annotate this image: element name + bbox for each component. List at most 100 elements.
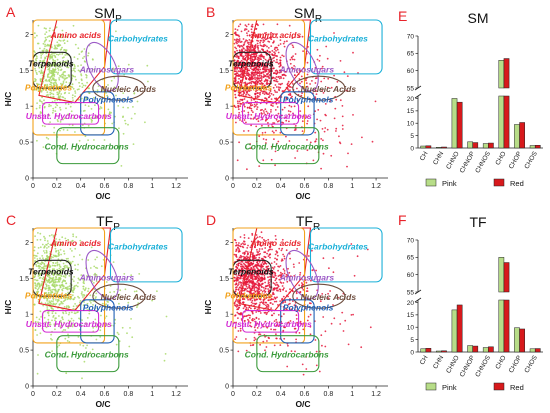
data-point (269, 95, 271, 97)
data-point (69, 320, 72, 323)
data-point (35, 59, 38, 62)
x-tick-label: CHNOS (474, 150, 492, 174)
panel-letter: D (206, 212, 216, 228)
y-tick-label: 20 (407, 96, 415, 103)
data-point (50, 75, 53, 78)
data-point (321, 127, 324, 130)
data-point (33, 89, 36, 91)
data-point (58, 263, 61, 266)
data-point (64, 287, 67, 290)
data-point (71, 124, 74, 127)
data-point (266, 49, 269, 52)
data-point (109, 291, 111, 294)
data-point (39, 104, 41, 107)
data-point (56, 299, 59, 301)
data-point (262, 138, 265, 140)
data-point (99, 329, 102, 332)
data-point (54, 243, 57, 246)
data-point (285, 135, 287, 138)
data-point (329, 100, 331, 102)
data-point (263, 238, 265, 241)
data-point (42, 62, 45, 65)
data-point (257, 24, 259, 27)
data-point (84, 84, 87, 87)
data-point (270, 31, 272, 34)
x-tick-label: 0.4 (76, 183, 86, 190)
y-tick-label: 70 (407, 237, 415, 244)
data-point (70, 317, 73, 320)
data-point (68, 311, 71, 314)
data-point (300, 94, 303, 97)
data-point (253, 103, 256, 106)
data-point (50, 257, 52, 260)
data-point (52, 268, 54, 271)
data-point (63, 272, 66, 275)
data-point (235, 241, 238, 244)
data-point (238, 312, 241, 315)
terpenoids-label: Terpenoids (28, 59, 74, 69)
data-point (278, 120, 280, 122)
data-point (288, 113, 290, 116)
data-point (47, 284, 50, 287)
data-point (244, 280, 247, 283)
y-tick-label: 0 (410, 145, 414, 152)
data-point (273, 266, 276, 268)
data-point (39, 78, 42, 80)
data-point (260, 266, 263, 269)
data-point (247, 93, 250, 96)
data-point (54, 99, 56, 102)
data-point (277, 44, 280, 47)
panel-letter: A (6, 4, 16, 20)
data-point (281, 297, 284, 300)
data-point (265, 33, 268, 36)
data-point (268, 115, 271, 118)
data-point (40, 316, 42, 318)
data-point (275, 281, 278, 284)
data-point (314, 131, 317, 134)
data-point (64, 337, 67, 340)
data-point (239, 98, 242, 101)
data-point (121, 326, 124, 329)
data-point (315, 269, 317, 272)
data-point (34, 78, 36, 80)
data-point (253, 62, 256, 65)
data-point (115, 30, 117, 33)
data-point (234, 46, 237, 49)
data-point (263, 311, 266, 314)
data-point (77, 295, 79, 298)
data-point (65, 292, 67, 295)
data-point (67, 325, 69, 327)
data-point (57, 95, 60, 98)
data-point (260, 82, 263, 84)
y-tick-label: 0 (25, 384, 29, 391)
data-point (283, 45, 286, 48)
data-point (273, 89, 276, 92)
data-point (53, 68, 55, 71)
y-tick-label: 0.5 (19, 140, 29, 147)
data-point (238, 35, 241, 38)
data-point (50, 337, 52, 340)
data-point (61, 241, 63, 244)
data-point (45, 251, 48, 253)
data-point (306, 61, 309, 64)
data-point (240, 30, 243, 33)
data-point (49, 91, 52, 94)
data-point (60, 297, 63, 300)
data-point (252, 281, 255, 284)
data-point (34, 235, 36, 238)
data-point (90, 118, 93, 121)
data-point (64, 97, 66, 100)
data-point (110, 324, 113, 327)
data-point (275, 78, 278, 81)
data-point (276, 91, 278, 94)
x-tick-label: 0.2 (252, 391, 262, 398)
data-point (57, 71, 59, 74)
data-point (73, 63, 76, 66)
data-point (306, 149, 309, 152)
y-tick-label: 0.5 (219, 348, 229, 355)
data-point (130, 318, 133, 320)
data-point (87, 287, 90, 290)
data-point (81, 294, 84, 296)
data-point (240, 243, 243, 246)
